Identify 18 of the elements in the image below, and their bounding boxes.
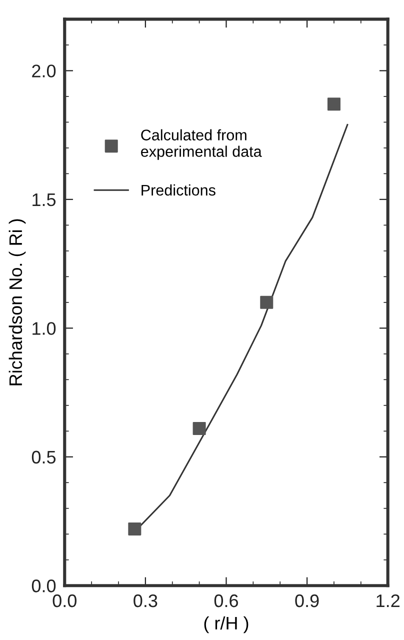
y-tick-label: 2.0 xyxy=(32,64,56,78)
y-tick-label: 0.5 xyxy=(32,450,56,464)
x-tick-label: 0.3 xyxy=(134,594,158,608)
x-tick-label: 1.2 xyxy=(376,594,400,608)
point xyxy=(327,98,340,111)
x-tick-label: 0.9 xyxy=(295,594,319,608)
point xyxy=(260,296,274,309)
point xyxy=(128,522,142,536)
y-tick-label: 1.0 xyxy=(32,322,56,335)
y-tick-label: 1.5 xyxy=(32,194,56,206)
y-axis-title: Richardson No. ( Ri ) xyxy=(8,219,26,386)
legend-label: Calculated from experimental data xyxy=(141,129,262,160)
y-tick-label: 0.0 xyxy=(32,580,56,592)
point xyxy=(192,422,206,436)
x-tick-label: 0.0 xyxy=(52,594,76,608)
x-tick-label: 0.6 xyxy=(214,594,238,608)
x-axis-title: ( r/H ) xyxy=(204,616,248,634)
legend-label: Predictions xyxy=(142,184,216,196)
